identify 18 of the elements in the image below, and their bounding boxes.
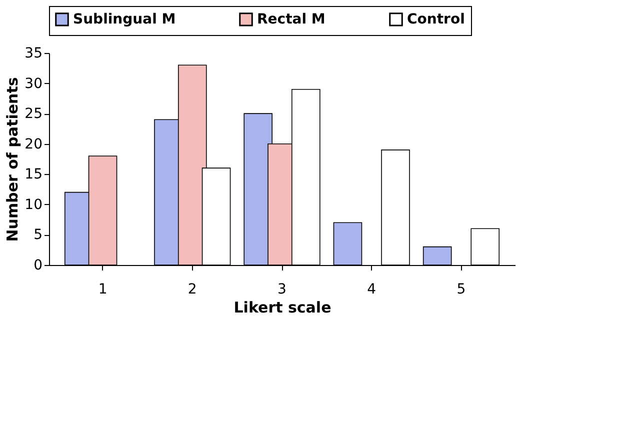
x-axis-title: Likert scale (234, 298, 332, 316)
x-tick-label: 1 (98, 282, 108, 298)
x-tick-label: 5 (456, 282, 466, 298)
y-axis-title: Number of patients (4, 77, 22, 242)
y-tick-label: 25 (24, 106, 42, 122)
y-tick-label: 10 (24, 196, 42, 213)
y-tick-label: 30 (24, 76, 42, 92)
x-tick-label: 3 (278, 282, 286, 298)
x-tick-label: 4 (367, 282, 376, 298)
y-tick-label: 5 (34, 227, 42, 244)
legend-label: Rectal M (257, 11, 326, 28)
y-tick-label: 0 (34, 258, 42, 274)
y-tick-label: 20 (24, 136, 42, 152)
y-tick-label: 35 (24, 46, 42, 62)
y-tick-label: 15 (24, 166, 42, 183)
x-tick-label: 2 (188, 282, 197, 298)
legend-label: Control (407, 11, 465, 28)
legend-label: Sublingual M (73, 11, 176, 28)
